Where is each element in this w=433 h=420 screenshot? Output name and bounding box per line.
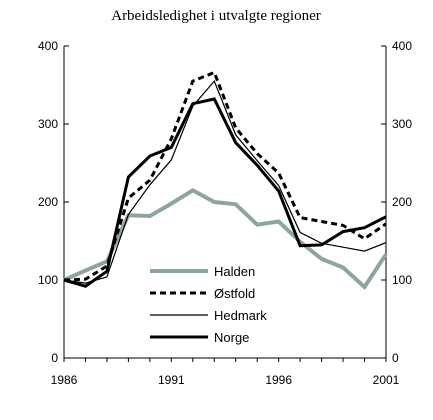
x-tick-label: 1996 (265, 373, 292, 387)
y-tick-label-left: 0 (51, 351, 58, 365)
series-line-halden (63, 187, 388, 291)
y-tick-label-right: 400 (392, 39, 412, 53)
series-line-hedmark (63, 79, 387, 284)
y-tick-label-left: 100 (38, 273, 58, 287)
legend-label-østfold: Østfold (214, 286, 255, 301)
y-tick-label-right: 100 (392, 273, 412, 287)
chart-title: Arbeidsledighet i utvalgte regioner (111, 8, 321, 24)
series-line-østfold (63, 70, 387, 282)
y-tick-label-right: 200 (392, 195, 412, 209)
legend-label-hedmark: Hedmark (214, 308, 267, 323)
x-tick-label: 1986 (51, 373, 78, 387)
legend: Halden Østfold Hedmark Norge (150, 264, 267, 345)
series-lines (63, 70, 388, 291)
y-tick-label-right: 300 (392, 117, 412, 131)
legend-label-halden: Halden (214, 264, 255, 279)
axes (63, 45, 387, 362)
y-tick-label-right: 0 (392, 351, 399, 365)
legend-label-norge: Norge (214, 330, 249, 345)
x-tick-label: 2001 (373, 373, 400, 387)
x-tick-label: 1991 (158, 373, 185, 387)
y-tick-label-left: 400 (38, 39, 58, 53)
y-tick-label-left: 200 (38, 195, 58, 209)
y-tick-label-left: 300 (38, 117, 58, 131)
series-line-norge (63, 97, 387, 288)
tick-labels: 0 0 100 100 200 200 300 300 400 400 1986 1991 1996 20… (38, 39, 412, 387)
